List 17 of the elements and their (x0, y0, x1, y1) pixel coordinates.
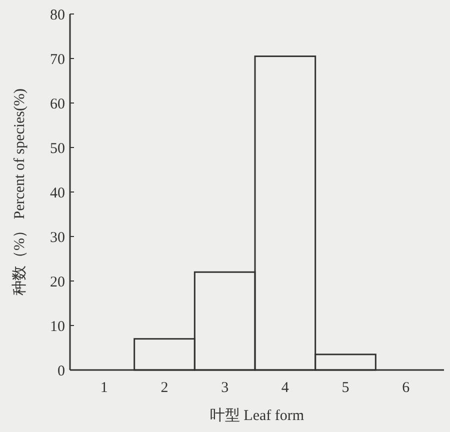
y-axis-title: 种数（%） Percent of species(%) (11, 88, 28, 296)
y-tick-label: 80 (50, 7, 65, 24)
x-tick-label: 4 (281, 380, 290, 396)
x-tick-label: 3 (221, 380, 229, 396)
y-tick-label: 30 (50, 230, 65, 246)
x-tick-label: 1 (100, 380, 108, 396)
y-tick-label: 50 (50, 140, 65, 157)
y-tick-label: 40 (50, 185, 65, 202)
y-tick-label: 20 (50, 274, 65, 290)
y-tick-label: 60 (50, 96, 65, 112)
y-tick-label: 70 (50, 52, 65, 68)
x-tick-label: 6 (402, 380, 410, 396)
x-tick-label: 5 (342, 380, 350, 396)
x-axis-title: 叶型 Leaf form (210, 407, 304, 424)
x-tick-label: 2 (160, 380, 168, 396)
y-tick-label: 10 (50, 318, 65, 335)
y-tick-label: 0 (58, 363, 65, 380)
